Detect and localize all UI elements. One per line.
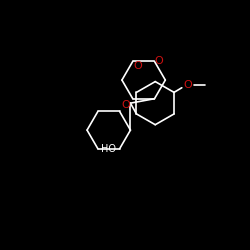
Text: O: O bbox=[133, 61, 142, 71]
Text: O: O bbox=[155, 56, 164, 66]
Text: O: O bbox=[184, 80, 192, 90]
Text: O: O bbox=[122, 100, 130, 110]
Text: HO: HO bbox=[101, 144, 116, 154]
